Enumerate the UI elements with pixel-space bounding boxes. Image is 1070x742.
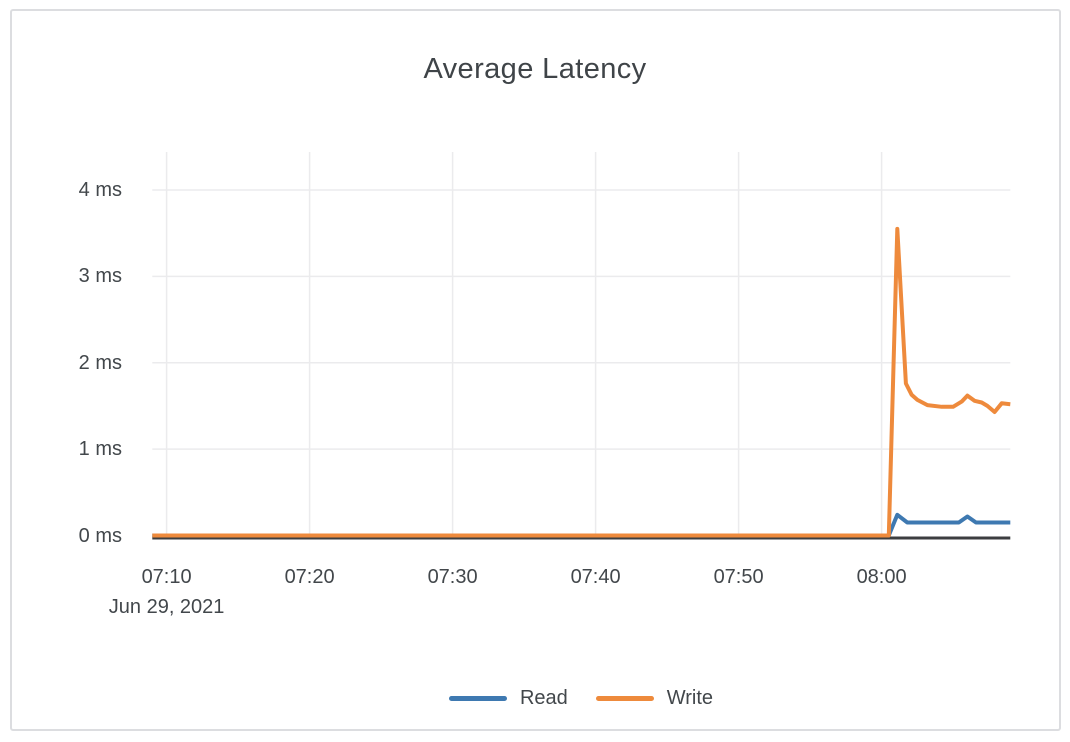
y-axis-label-1ms: 1 ms <box>78 438 122 461</box>
chart-card <box>10 9 1061 731</box>
chart-legend: Read Write <box>152 687 1010 710</box>
chart-title: Average Latency <box>423 53 647 85</box>
y-axis-label-2ms: 2 ms <box>78 351 122 374</box>
x-axis-label-0730: 07:30 <box>427 566 478 588</box>
legend-item-read[interactable]: Read <box>448 687 568 710</box>
x-axis-date-label: Jun 29, 2021 <box>108 596 225 618</box>
x-axis-label-0720: 07:20 <box>284 566 335 588</box>
legend-label: Read <box>519 687 568 709</box>
x-axis-label-0710: 07:10 <box>141 566 192 588</box>
x-axis-label-0740: 07:40 <box>570 566 621 588</box>
x-axis-label-0800: 08:00 <box>856 566 907 588</box>
legend-item-write[interactable]: Write <box>595 687 714 710</box>
legend-label: Write <box>666 687 714 709</box>
y-axis-label-0ms: 0 ms <box>78 524 122 547</box>
y-axis-label-4ms: 4 ms <box>78 179 122 201</box>
y-axis-label-3ms: 3 ms <box>78 265 122 288</box>
write-line-swatch-icon <box>595 696 654 701</box>
x-axis-label-0750: 07:50 <box>713 566 764 588</box>
read-line-swatch-icon <box>448 696 507 701</box>
